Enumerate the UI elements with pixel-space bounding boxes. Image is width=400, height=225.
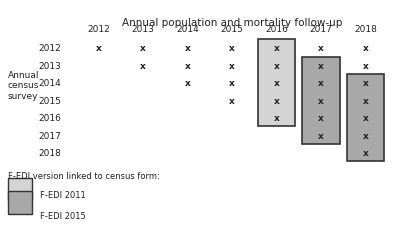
Text: 2015: 2015	[220, 25, 244, 34]
Text: x: x	[362, 62, 368, 71]
Text: F-EDI 2011: F-EDI 2011	[40, 190, 86, 199]
Text: 2017: 2017	[310, 25, 332, 34]
Text: 2013: 2013	[38, 62, 61, 71]
Text: x: x	[318, 62, 324, 71]
Text: 2018: 2018	[354, 25, 377, 34]
Text: x: x	[362, 149, 368, 158]
Text: x: x	[185, 79, 190, 88]
Bar	[302, 58, 340, 144]
Text: x: x	[229, 44, 235, 53]
Text: x: x	[274, 62, 279, 71]
Text: x: x	[318, 114, 324, 123]
Text: 2016: 2016	[265, 25, 288, 34]
Text: F-EDI version linked to census form:: F-EDI version linked to census form:	[8, 171, 160, 180]
Text: 2013: 2013	[132, 25, 154, 34]
Text: x: x	[229, 79, 235, 88]
Text: x: x	[274, 114, 279, 123]
Text: x: x	[274, 79, 279, 88]
Text: 2015: 2015	[38, 97, 61, 106]
Text: 2012: 2012	[38, 44, 61, 53]
Text: x: x	[318, 44, 324, 53]
Text: x: x	[362, 97, 368, 106]
Bar	[258, 40, 295, 127]
Bar	[347, 75, 384, 162]
Text: F-EDI 2015: F-EDI 2015	[40, 212, 86, 220]
Text: x: x	[185, 62, 190, 71]
Text: x: x	[318, 79, 324, 88]
Text: x: x	[229, 97, 235, 106]
Text: x: x	[362, 131, 368, 140]
Text: x: x	[274, 97, 279, 106]
Text: x: x	[318, 97, 324, 106]
Text: x: x	[274, 44, 279, 53]
Text: 2016: 2016	[38, 114, 61, 123]
Text: Annual
census
survey: Annual census survey	[8, 71, 40, 100]
Text: Annual population and mortality follow-up: Annual population and mortality follow-u…	[122, 18, 342, 28]
Text: x: x	[229, 62, 235, 71]
Text: x: x	[140, 44, 146, 53]
Text: 2018: 2018	[38, 149, 61, 158]
Text: 2014: 2014	[176, 25, 199, 34]
Text: 2017: 2017	[38, 131, 61, 140]
Text: 2012: 2012	[87, 25, 110, 34]
Text: 2014: 2014	[38, 79, 61, 88]
Text: x: x	[96, 44, 102, 53]
Text: x: x	[185, 44, 190, 53]
Text: x: x	[362, 79, 368, 88]
Text: x: x	[140, 62, 146, 71]
Text: x: x	[362, 114, 368, 123]
Text: x: x	[362, 44, 368, 53]
Text: x: x	[318, 131, 324, 140]
